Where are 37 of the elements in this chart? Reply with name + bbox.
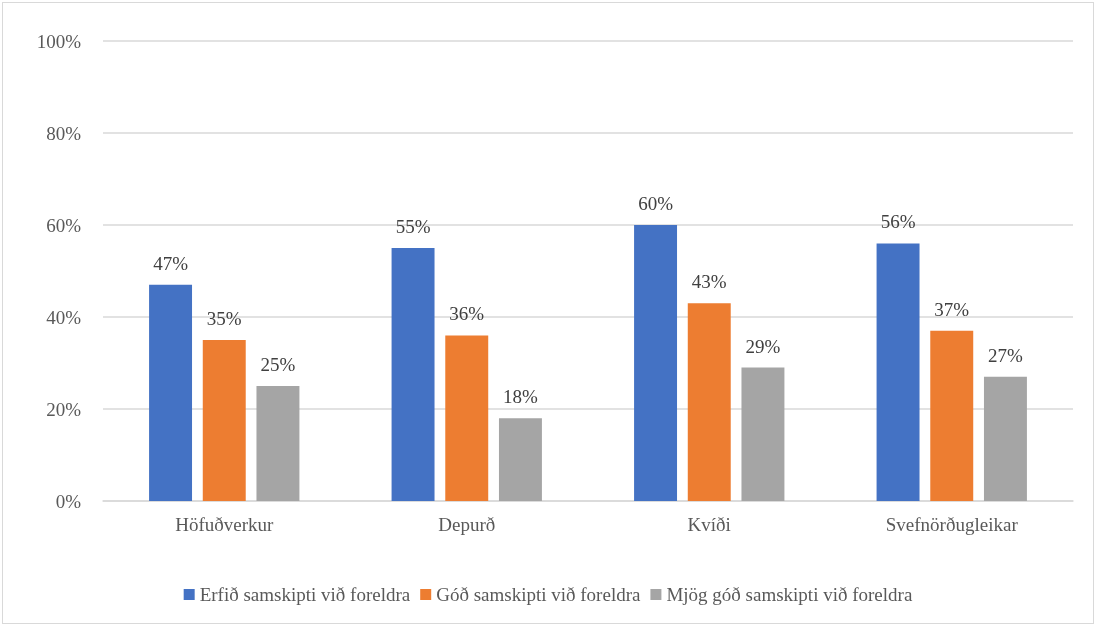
data-label: 43% [691,271,727,293]
data-label: 25% [260,354,296,375]
bar [687,303,731,501]
bar [149,284,193,501]
data-label: 29% [745,335,781,357]
y-tick-label: 20% [46,398,82,420]
bar [876,243,920,501]
data-label: 18% [503,386,539,408]
data-label: 47% [153,252,189,274]
data-label: 37% [934,298,970,320]
y-tick-label: 40% [46,306,82,328]
data-label: 36% [449,303,485,325]
bar [983,376,1027,501]
bar [202,340,246,501]
data-label: 27% [988,344,1024,366]
bar [634,225,678,501]
x-tick-label: Höfuðverkur [175,514,274,535]
y-tick-label: 60% [46,214,82,236]
data-label: 35% [206,308,242,329]
bar [256,386,300,501]
bar [445,335,489,501]
data-label: 60% [638,193,674,214]
x-tick-label: Svefnörðugleikar [885,514,1019,535]
legend-label: Erfið samskipti við foreldra [199,584,411,605]
bar [741,367,785,501]
legend-label: Góð samskipti við foreldra [436,584,641,605]
y-tick-label: 80% [46,122,82,144]
bar [391,248,435,501]
legend-label: Mjög góð samskipti við foreldra [666,584,913,605]
bar [930,330,974,501]
x-tick-label: Depurð [438,514,496,535]
bar [498,418,542,501]
y-tick-label: 0% [55,490,82,512]
y-tick-label: 100% [36,30,82,52]
data-label: 55% [395,216,431,237]
x-tick-label: Kvíði [687,514,731,535]
data-label: 56% [880,211,916,233]
